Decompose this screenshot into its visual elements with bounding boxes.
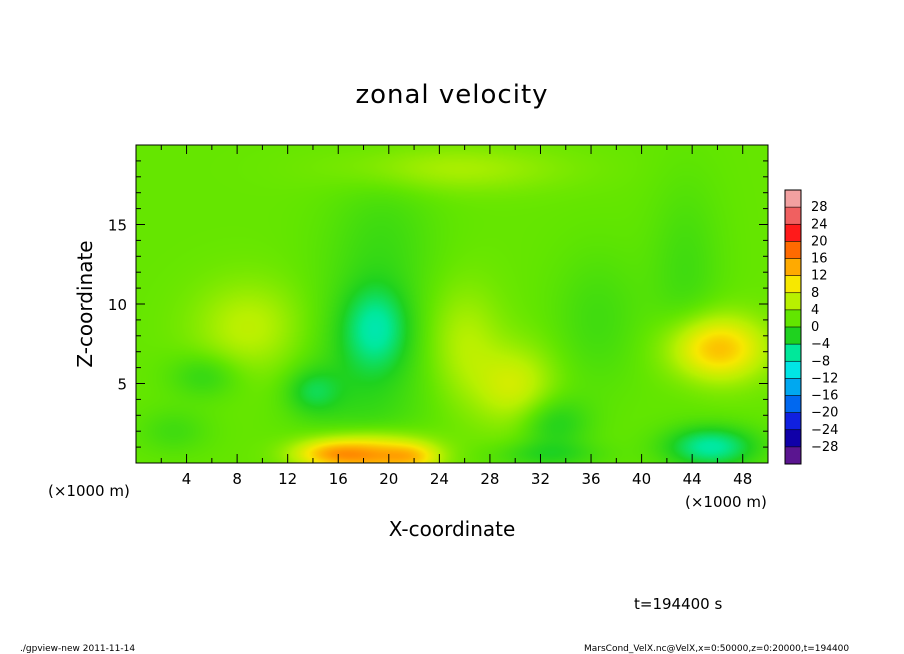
colorbar-swatch: [785, 309, 801, 327]
colorbar-swatch: [785, 224, 801, 242]
colorbar-swatch: [785, 275, 801, 293]
x-tick-label: 4: [182, 470, 192, 488]
colorbar-swatch: [785, 190, 801, 208]
x-unit-left: (×1000 m): [48, 482, 130, 500]
colorbar-swatch: [785, 395, 801, 413]
x-tick-label: 24: [430, 470, 449, 488]
x-tick-label: 12: [278, 470, 297, 488]
colorbar-swatch: [785, 378, 801, 396]
colorbar-label: −12: [811, 371, 838, 386]
y-tick-label: 15: [108, 217, 127, 235]
colorbar-swatch: [785, 241, 801, 259]
colorbar-swatch: [785, 344, 801, 362]
x-unit-right: (×1000 m): [685, 493, 767, 511]
y-axis-label: Z-coordinate: [73, 240, 97, 367]
colorbar-label: 0: [811, 320, 819, 335]
colorbar-swatch: [785, 292, 801, 310]
colorbar-swatch: [785, 446, 801, 464]
colorbar-swatch: [785, 412, 801, 430]
colorbar-label: −8: [811, 354, 830, 369]
colorbar-label: 28: [811, 200, 828, 215]
y-tick-labels: 5 10 15: [108, 217, 127, 394]
colorbar-label: 4: [811, 303, 819, 318]
colorbar-label: −4: [811, 337, 830, 352]
x-tick-label: 36: [581, 470, 600, 488]
colorbar-label: 24: [811, 217, 828, 232]
y-tick-label: 10: [108, 296, 127, 314]
colorbar-swatch: [785, 429, 801, 447]
x-tick-label: 48: [733, 470, 752, 488]
footer-right: MarsCond_VelX.nc@VelX,x=0:50000,z=0:2000…: [584, 644, 849, 654]
colorbar-swatch: [785, 361, 801, 379]
colorbar-label: 16: [811, 252, 828, 267]
colorbar-swatch: [785, 207, 801, 225]
chart-title: zonal velocity: [355, 80, 548, 110]
x-tick-label: 16: [329, 470, 348, 488]
footer-left: ./gpview-new 2011-11-14: [20, 644, 135, 654]
heatmap-field: [136, 145, 768, 463]
x-tick-label: 32: [531, 470, 550, 488]
colorbar-swatch: [785, 327, 801, 345]
axis-ticks: [136, 145, 768, 463]
x-tick-label: 44: [683, 470, 702, 488]
y-tick-label: 5: [117, 376, 127, 394]
x-tick-label: 28: [480, 470, 499, 488]
colorbar: 28 24 20 16 12 8 4 0 −4 −8 −12 −16 −20 −24 −28: [784, 189, 838, 465]
colorbar-swatch: [785, 258, 801, 276]
colorbar-label: −24: [811, 423, 838, 438]
colorbar-label: 20: [811, 234, 828, 249]
x-tick-label: 40: [632, 470, 651, 488]
time-annotation: t=194400 s: [634, 595, 722, 613]
colorbar-label: −28: [811, 440, 838, 455]
colorbar-label: 8: [811, 286, 819, 301]
x-tick-label: 8: [232, 470, 242, 488]
x-tick-label: 20: [379, 470, 398, 488]
colorbar-label: −20: [811, 406, 838, 421]
colorbar-label: 12: [811, 269, 828, 284]
colorbar-label: −16: [811, 389, 838, 404]
x-tick-labels: 4 8 12 16 20 24 28 32 36 40 44 48: [182, 470, 752, 488]
x-axis-label: X-coordinate: [389, 517, 516, 541]
